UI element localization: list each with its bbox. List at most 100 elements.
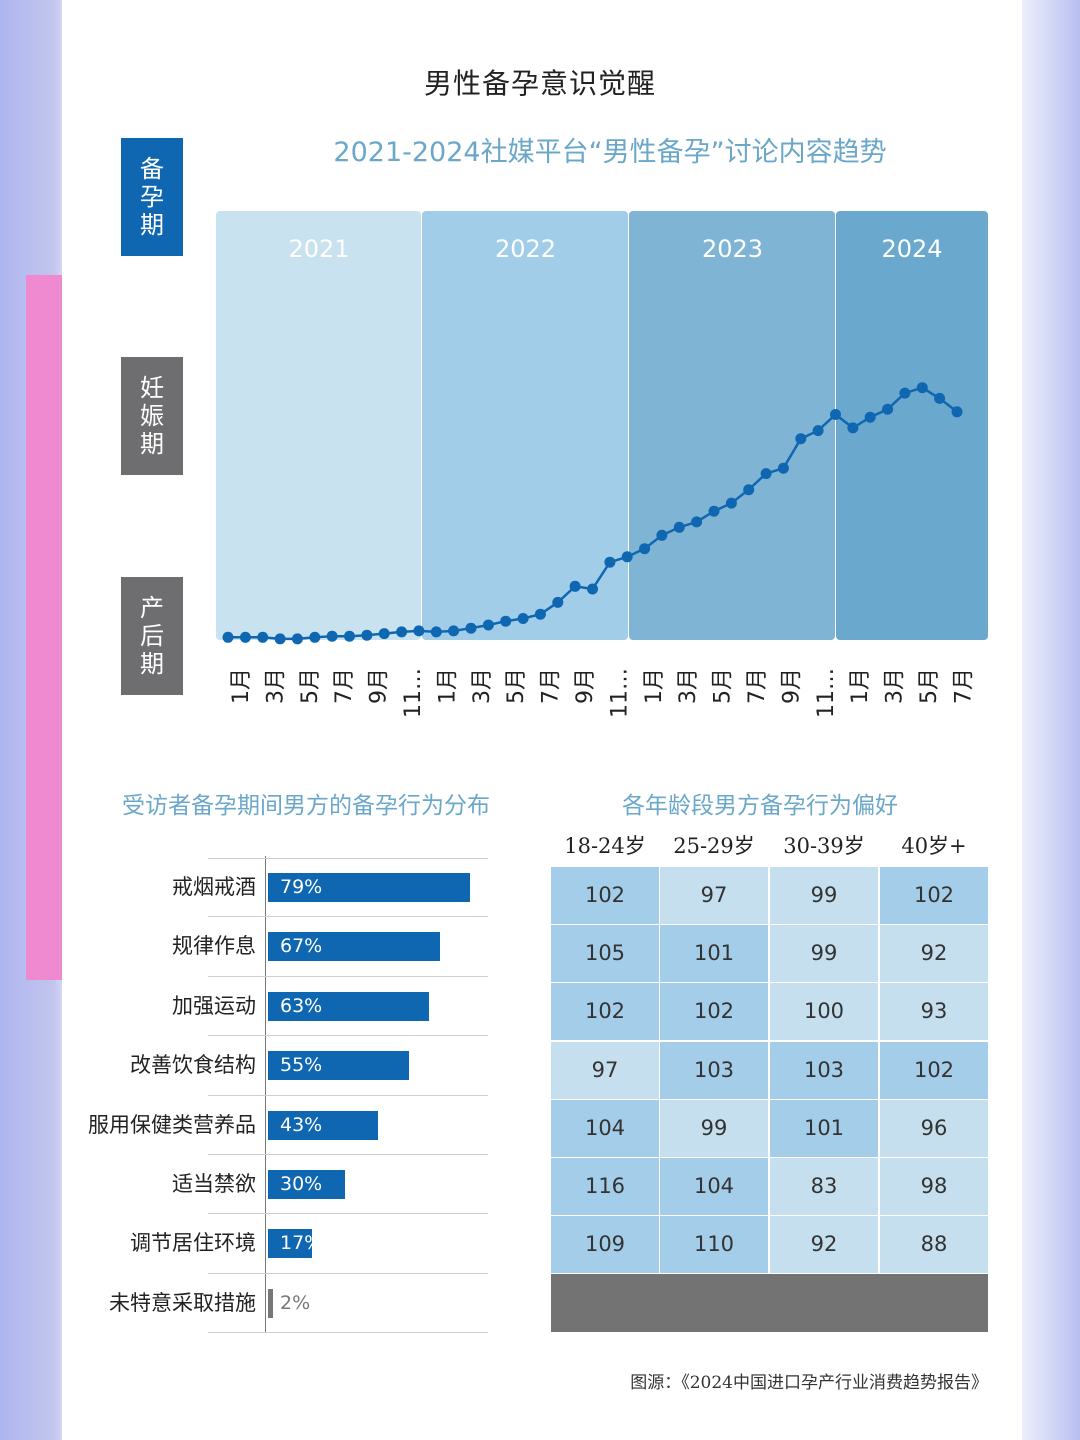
bar — [268, 873, 471, 902]
year-band-label: 2021 — [288, 235, 349, 263]
bar-category-label: 戒烟戒酒 — [172, 875, 256, 899]
bar — [268, 991, 430, 1021]
heatmap-cell: 101 — [770, 1099, 878, 1157]
trend-point — [222, 631, 234, 643]
stage-char: 期 — [140, 430, 164, 458]
bar-value-label: 17% — [280, 1232, 323, 1255]
x-tick-label: 9月 — [779, 668, 804, 704]
trend-point — [552, 596, 564, 608]
bar-category-label: 未特意采取措施 — [109, 1290, 256, 1315]
trend-point — [899, 387, 911, 399]
x-tick-label: 1月 — [435, 668, 460, 704]
heatmap-cell: 93 — [880, 983, 988, 1041]
x-tick-label: 3月 — [676, 668, 701, 704]
heatmap-cell: 105 — [551, 925, 659, 983]
bar-value-label: 43% — [280, 1113, 323, 1136]
heatmap-cell: 92 — [880, 925, 988, 983]
trend-line-chart: 2021 2022 2023 2024 1月 3月 5月 7月 9月 11… 1月 3月 5月 7月 9月… — [216, 211, 988, 718]
heatmap-cell: 104 — [660, 1158, 768, 1215]
trend-point — [482, 619, 494, 631]
x-tick-label: 11… — [814, 668, 839, 718]
heatmap-cell: 92 — [770, 1216, 878, 1274]
heatmap-cell: 83 — [770, 1158, 878, 1215]
trend-point — [413, 625, 425, 637]
x-tick-label: 5月 — [917, 668, 942, 704]
bar-row: 适当禁欲 30% — [60, 1155, 548, 1214]
heatmap-cell: 96 — [880, 1099, 988, 1157]
x-tick-label: 3月 — [263, 668, 288, 704]
bar — [268, 1288, 274, 1318]
trend-point — [795, 433, 807, 445]
trend-point — [361, 629, 373, 641]
trend-point — [291, 633, 303, 645]
heatmap-cell: 102 — [551, 983, 659, 1041]
bar — [268, 1110, 379, 1140]
bar-row: 规律作息 67% — [60, 917, 548, 976]
bar-row: 加强运动 63% — [60, 977, 548, 1036]
page-title: 男性备孕意识觉醒 — [423, 67, 656, 100]
x-tick-label: 3月 — [470, 668, 495, 704]
year-band-label: 2022 — [495, 235, 556, 263]
x-tick-label: 5月 — [504, 668, 529, 704]
bar-category-label: 适当禁欲 — [172, 1172, 256, 1196]
trend-point — [760, 468, 772, 480]
x-tick-label: 1月 — [848, 668, 873, 704]
bar-value-label: 63% — [280, 994, 323, 1017]
x-tick-label: 7月 — [332, 668, 357, 704]
stage-char: 产 — [140, 594, 164, 622]
heatmap-cell: 98 — [880, 1158, 988, 1215]
year-band — [422, 211, 628, 640]
trend-point — [708, 505, 720, 517]
heatmap-cell: 102 — [880, 1041, 988, 1099]
trend-point — [448, 625, 460, 637]
trend-point — [257, 631, 269, 643]
trend-point — [777, 462, 789, 474]
x-tick-label: 1月 — [229, 668, 254, 704]
trend-point — [691, 516, 703, 528]
bar — [268, 932, 440, 962]
heatmap-cell: 99 — [770, 925, 878, 983]
bar-value-label: 67% — [280, 935, 323, 958]
trend-point — [673, 521, 685, 533]
heatmap-cell: 110 — [660, 1216, 768, 1274]
behavior-chart-title: 受访者备孕期间男方的备孕行为分布 — [122, 793, 490, 819]
trend-point — [639, 543, 651, 555]
trend-point — [430, 626, 442, 638]
heatmap-cell: 102 — [660, 983, 768, 1041]
stage-char: 娠 — [140, 402, 164, 430]
heatmap-cell: 99 — [660, 1099, 768, 1157]
decorative-strip — [26, 275, 62, 980]
bar-axis — [265, 856, 266, 1332]
stage-label-pregnancy: 妊娠期 — [121, 357, 183, 475]
heatmap-footer-block — [551, 1274, 988, 1332]
trend-point — [725, 497, 737, 509]
bar-row: 未特意采取措施 2% — [60, 1274, 548, 1333]
age-column-header: 30-39岁 — [783, 834, 865, 858]
trend-point — [396, 626, 408, 638]
x-tick-label: 9月 — [573, 668, 598, 704]
trend-point — [587, 583, 598, 595]
trend-point — [864, 411, 876, 423]
bar-value-label: 2% — [280, 1291, 311, 1314]
bar — [268, 1229, 312, 1259]
trend-point — [378, 628, 390, 640]
heatmap-cell: 97 — [551, 1041, 659, 1099]
bar-value-label: 79% — [280, 876, 323, 898]
trend-point — [344, 630, 355, 642]
year-band-label: 2024 — [881, 235, 942, 263]
x-tick-label: 7月 — [539, 668, 564, 704]
row-divider — [208, 858, 488, 859]
bar-category-label: 规律作息 — [172, 934, 256, 959]
heatmap-cell: 100 — [770, 983, 878, 1041]
source-note: 图源：《2024中国进口孕产行业消费趋势报告》 — [630, 1373, 988, 1393]
x-tick-label: 7月 — [951, 668, 976, 704]
heatmap-cell: 103 — [660, 1041, 768, 1099]
trend-point — [743, 484, 755, 496]
row-divider — [208, 1094, 488, 1096]
bar-category-label: 服用保健类营养品 — [88, 1112, 256, 1137]
stage-char: 期 — [140, 211, 164, 239]
year-band — [216, 211, 421, 640]
bar-row: 戒烟戒酒 79% — [60, 858, 548, 917]
heatmap-cell: 101 — [660, 925, 768, 983]
trend-point — [882, 403, 894, 415]
